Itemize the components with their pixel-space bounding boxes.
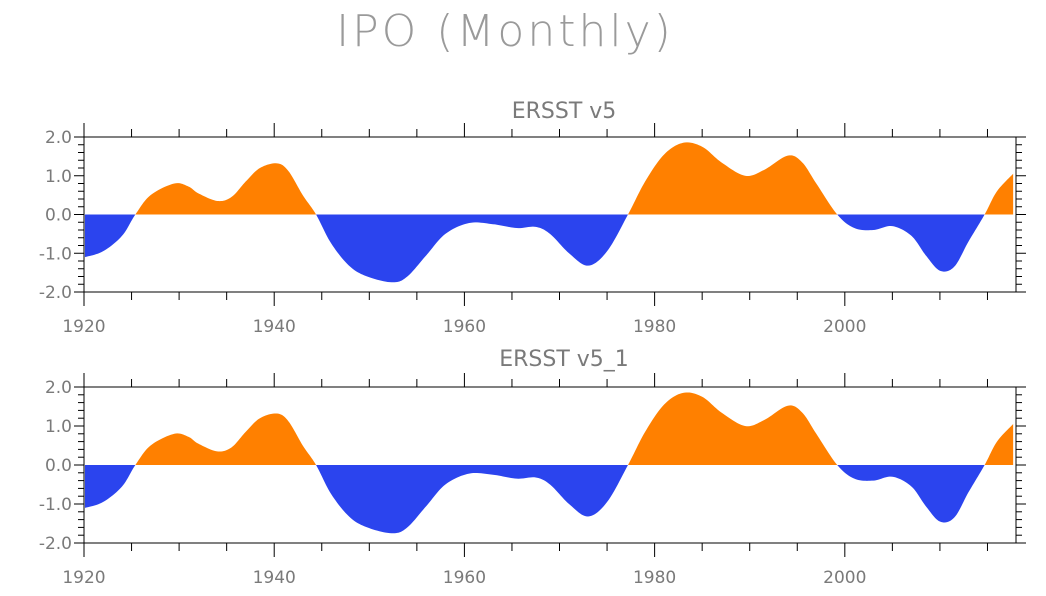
panel-ersst-v5: ERSST v5 1920 1940 1960 1980 2000 2.0 1.0 0.0 -1.… — [39, 99, 1026, 337]
figure-title: IPO (Monthly) — [336, 6, 674, 57]
x-tick-label: 1920 — [62, 317, 105, 337]
y-tick-label: 1.0 — [45, 417, 72, 437]
panel-ersst-v5-1: ERSST v5_1 1920 1940 1960 1980 2000 2.0 1.0 0.0 -… — [39, 347, 1026, 588]
negative-area — [84, 465, 136, 508]
negative-area — [837, 214, 985, 272]
negative-area — [837, 465, 985, 523]
positive-area — [984, 173, 1014, 215]
x-tick-label: 2000 — [823, 317, 866, 337]
positive-area — [627, 392, 838, 465]
positive-area — [135, 413, 317, 465]
negative-area — [316, 214, 628, 283]
y-tick-label: 1.0 — [45, 167, 72, 187]
positive-area — [984, 424, 1014, 465]
x-tick-label: 1940 — [253, 568, 296, 588]
y-tick-label: 2.0 — [45, 378, 72, 398]
subplot-title: ERSST v5_1 — [499, 347, 629, 372]
y-tick-label: -1.0 — [39, 495, 72, 515]
x-tick-label: 1960 — [443, 317, 486, 337]
x-tick-label: 2000 — [823, 568, 866, 588]
negative-area — [316, 465, 628, 534]
y-tick-label: -2.0 — [39, 534, 72, 554]
y-tick-label: -1.0 — [39, 244, 72, 264]
negative-area — [84, 214, 136, 258]
y-tick-label: -2.0 — [39, 283, 72, 303]
y-tick-label: 0.0 — [45, 206, 72, 226]
positive-area — [627, 142, 838, 215]
y-tick-label: 0.0 — [45, 456, 72, 476]
x-tick-label: 1980 — [633, 568, 676, 588]
x-tick-label: 1980 — [633, 317, 676, 337]
x-tick-label: 1960 — [443, 568, 486, 588]
x-tick-label: 1920 — [62, 568, 105, 588]
y-tick-label: 2.0 — [45, 128, 72, 148]
positive-area — [135, 163, 317, 215]
subplot-title: ERSST v5 — [512, 99, 617, 124]
x-tick-label: 1940 — [253, 317, 296, 337]
